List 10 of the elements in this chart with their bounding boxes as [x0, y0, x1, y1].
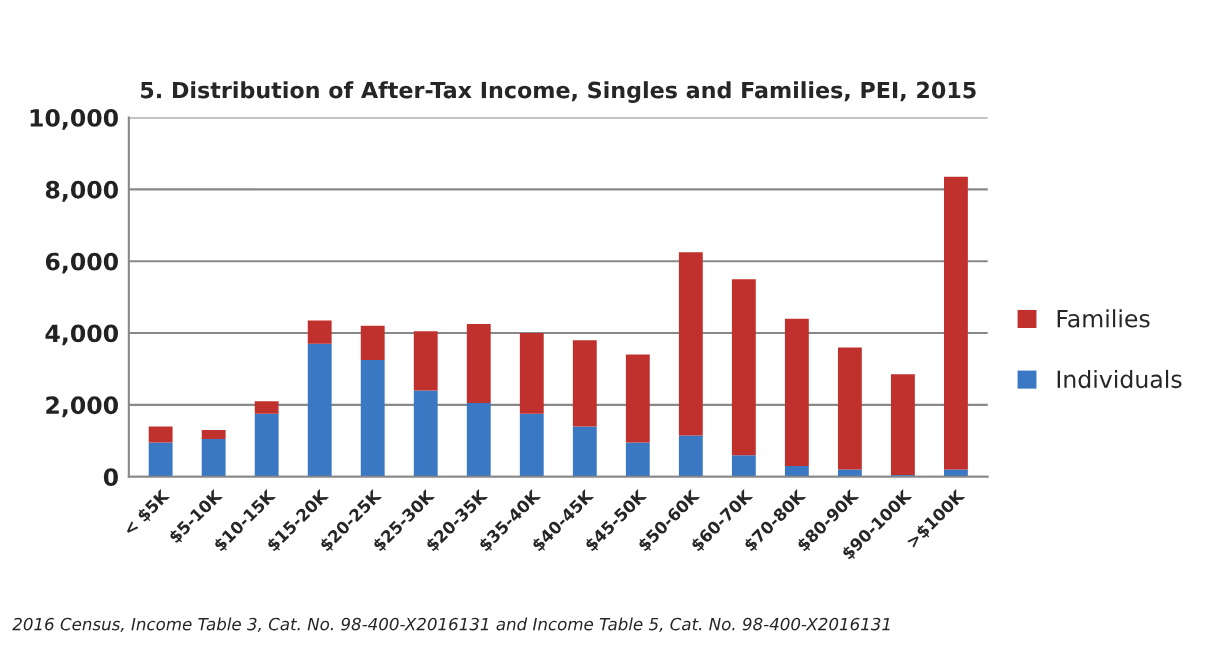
y-tick-label: 10,000 — [30, 108, 118, 130]
y-tick-label: 8,000 — [45, 180, 118, 202]
legend-label: Individuals — [1057, 369, 1182, 389]
y-tick-label: 0 — [103, 468, 118, 486]
text: 2016 Census, Income Table 3, Cat. No. 98-400-X2016131 and Income Table 5, Cat. No. 98-400-X2016131 — [12, 617, 890, 633]
y-tick-label: 4,000 — [45, 324, 118, 346]
y-tick-label: 2,000 — [46, 396, 118, 418]
legend-label: Families — [1057, 309, 1150, 328]
y-tick-label: 6,000 — [45, 252, 118, 274]
chart-title: 5. Distribution of After-Tax Income, Singles and Families, PEI, 2015 — [141, 81, 976, 103]
